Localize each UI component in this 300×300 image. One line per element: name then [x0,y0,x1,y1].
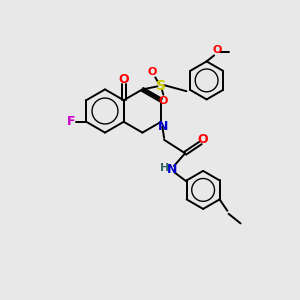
Text: H: H [160,163,169,173]
Text: F: F [67,115,76,128]
Text: N: N [158,119,169,133]
Text: N: N [167,163,177,176]
Text: O: O [197,133,208,146]
Text: O: O [213,45,222,55]
Text: O: O [118,73,129,86]
Text: O: O [159,96,168,106]
Text: S: S [156,80,166,93]
Text: O: O [147,67,156,77]
